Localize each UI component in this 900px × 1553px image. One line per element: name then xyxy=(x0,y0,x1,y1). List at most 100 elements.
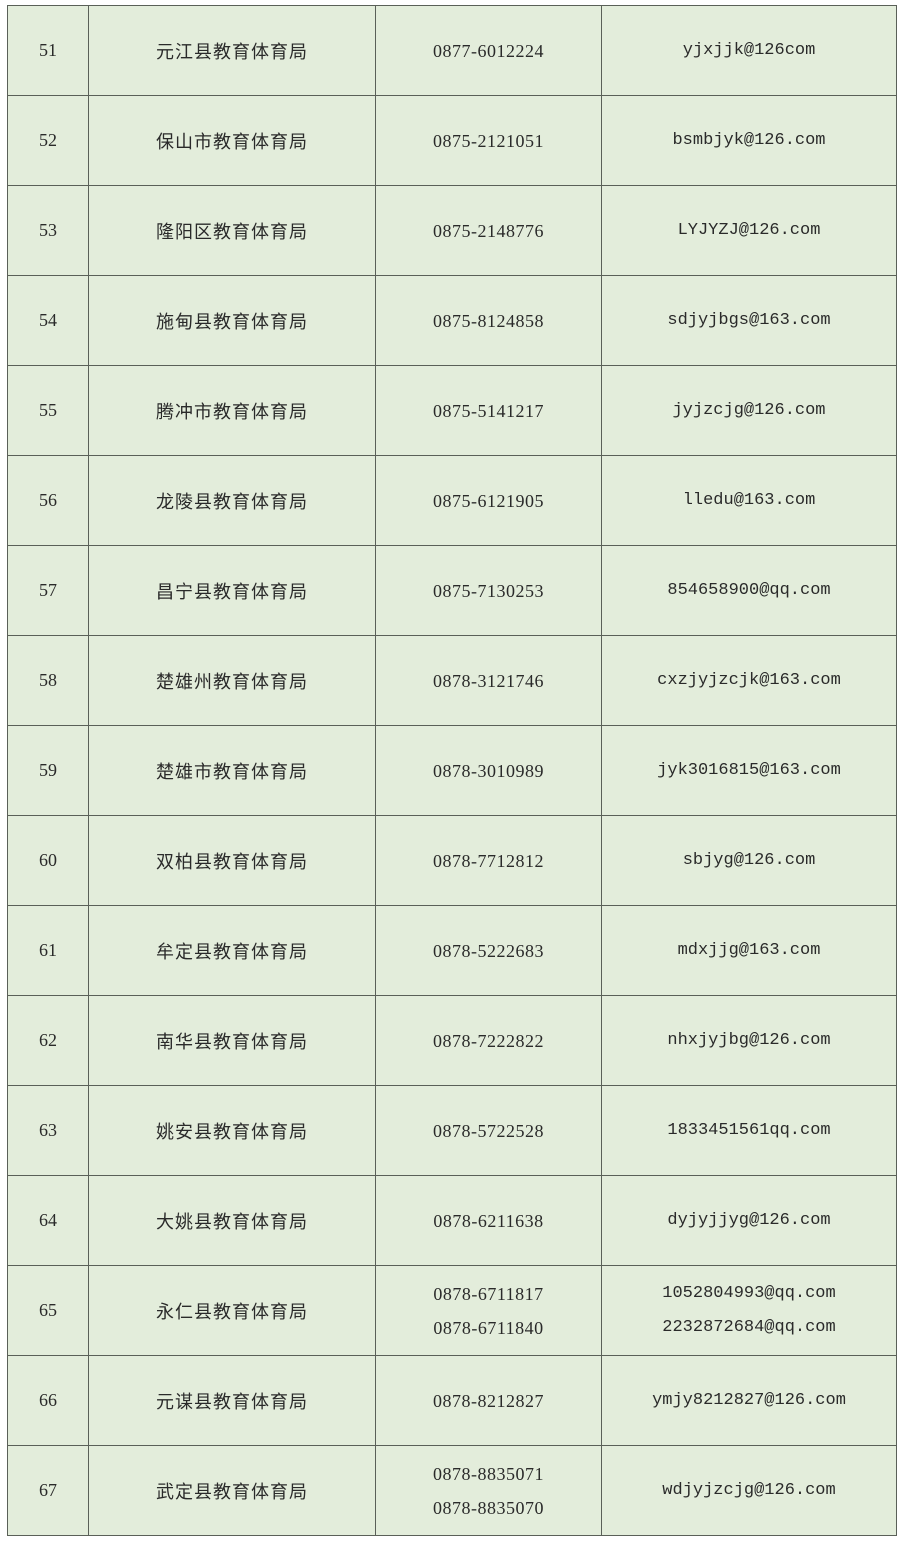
email-address: nhxjyjbg@126.com xyxy=(667,1030,831,1050)
phone-number: 0878-7712812 xyxy=(433,850,544,871)
organization-name: 姚安县教育体育局 xyxy=(88,1085,376,1176)
email-address: lledu@163.com xyxy=(682,490,816,510)
phone-cell: 0877-6012224 xyxy=(375,5,602,96)
organization-name: 楚雄州教育体育局 xyxy=(88,635,376,726)
email-cell: 1052804993@qq.com 2232872684@qq.com xyxy=(601,1265,897,1356)
email-address: cxzjyjzcjk@163.com xyxy=(657,670,841,690)
table-row: 55 腾冲市教育体育局 0875-5141217 jyjzcjg@126.com xyxy=(7,365,897,456)
email-address: wdjyjzcjg@126.com xyxy=(662,1480,836,1500)
phone-number: 0875-5141217 xyxy=(433,400,544,421)
organization-name: 牟定县教育体育局 xyxy=(88,905,376,996)
organization-name: 元谋县教育体育局 xyxy=(88,1355,376,1446)
phone-cell: 0878-3121746 xyxy=(375,635,602,726)
email-cell: lledu@163.com xyxy=(601,455,897,546)
table-row: 52 保山市教育体育局 0875-2121051 bsmbjyk@126.com xyxy=(7,95,897,186)
row-number: 56 xyxy=(7,455,89,546)
phone-number: 0878-8835070 xyxy=(433,1497,544,1518)
table-row: 61 牟定县教育体育局 0878-5222683 mdxjjg@163.com xyxy=(7,905,897,996)
table-row: 62 南华县教育体育局 0878-7222822 nhxjyjbg@126.com xyxy=(7,995,897,1086)
organization-name: 楚雄市教育体育局 xyxy=(88,725,376,816)
row-number: 59 xyxy=(7,725,89,816)
row-number: 54 xyxy=(7,275,89,366)
phone-cell: 0878-8835071 0878-8835070 xyxy=(375,1445,602,1536)
organization-name: 永仁县教育体育局 xyxy=(88,1265,376,1356)
phone-cell: 0878-7222822 xyxy=(375,995,602,1086)
row-number: 61 xyxy=(7,905,89,996)
phone-cell: 0878-3010989 xyxy=(375,725,602,816)
email-address: dyjyjjyg@126.com xyxy=(667,1210,831,1230)
email-cell: jyk3016815@163.com xyxy=(601,725,897,816)
phone-cell: 0875-8124858 xyxy=(375,275,602,366)
phone-number: 0878-6211638 xyxy=(433,1210,544,1231)
phone-cell: 0875-5141217 xyxy=(375,365,602,456)
phone-cell: 0878-7712812 xyxy=(375,815,602,906)
row-number: 57 xyxy=(7,545,89,636)
phone-number: 0875-7130253 xyxy=(433,580,544,601)
organization-name: 双柏县教育体育局 xyxy=(88,815,376,906)
email-address: 1052804993@qq.com xyxy=(662,1283,836,1303)
phone-number: 0878-7222822 xyxy=(433,1030,544,1051)
email-address: 1833451561qq.com xyxy=(667,1120,831,1140)
table-row: 53 隆阳区教育体育局 0875-2148776 LYJYZJ@126.com xyxy=(7,185,897,276)
email-address: yjxjjk@126com xyxy=(682,40,816,60)
phone-number: 0877-6012224 xyxy=(433,40,544,61)
table-row: 54 施甸县教育体育局 0875-8124858 sdjyjbgs@163.com xyxy=(7,275,897,366)
table-row: 67 武定县教育体育局 0878-8835071 0878-8835070 wdjyjz… xyxy=(7,1445,897,1536)
phone-number: 0878-8212827 xyxy=(433,1390,544,1411)
organization-name: 元江县教育体育局 xyxy=(88,5,376,96)
row-number: 63 xyxy=(7,1085,89,1176)
email-cell: jyjzcjg@126.com xyxy=(601,365,897,456)
email-cell: bsmbjyk@126.com xyxy=(601,95,897,186)
email-cell: 1833451561qq.com xyxy=(601,1085,897,1176)
email-address: LYJYZJ@126.com xyxy=(677,220,821,240)
email-address: jyk3016815@163.com xyxy=(657,760,841,780)
organization-name: 龙陵县教育体育局 xyxy=(88,455,376,546)
contact-table: 51 元江县教育体育局 0877-6012224 yjxjjk@126com 52 保山市… xyxy=(7,5,897,1536)
organization-name: 南华县教育体育局 xyxy=(88,995,376,1086)
table-row: 64 大姚县教育体育局 0878-6211638 dyjyjjyg@126.com xyxy=(7,1175,897,1266)
phone-number: 0878-6711840 xyxy=(433,1317,544,1338)
table-row: 51 元江县教育体育局 0877-6012224 yjxjjk@126com xyxy=(7,5,897,96)
organization-name: 腾冲市教育体育局 xyxy=(88,365,376,456)
email-address: ymjy8212827@126.com xyxy=(652,1390,846,1410)
table-row: 57 昌宁县教育体育局 0875-7130253 854658900@qq.com xyxy=(7,545,897,636)
table-row: 56 龙陵县教育体育局 0875-6121905 lledu@163.com xyxy=(7,455,897,546)
email-cell: wdjyjzcjg@126.com xyxy=(601,1445,897,1536)
email-address: sdjyjbgs@163.com xyxy=(667,310,831,330)
organization-name: 武定县教育体育局 xyxy=(88,1445,376,1536)
email-cell: dyjyjjyg@126.com xyxy=(601,1175,897,1266)
phone-cell: 0875-2148776 xyxy=(375,185,602,276)
email-address: bsmbjyk@126.com xyxy=(672,130,826,150)
organization-name: 施甸县教育体育局 xyxy=(88,275,376,366)
table-row: 66 元谋县教育体育局 0878-8212827 ymjy8212827@126.co… xyxy=(7,1355,897,1446)
email-cell: LYJYZJ@126.com xyxy=(601,185,897,276)
phone-number: 0875-6121905 xyxy=(433,490,544,511)
email-cell: ymjy8212827@126.com xyxy=(601,1355,897,1446)
row-number: 65 xyxy=(7,1265,89,1356)
row-number: 52 xyxy=(7,95,89,186)
email-cell: 854658900@qq.com xyxy=(601,545,897,636)
table-row: 59 楚雄市教育体育局 0878-3010989 jyk3016815@163.com xyxy=(7,725,897,816)
phone-cell: 0878-6211638 xyxy=(375,1175,602,1266)
row-number: 51 xyxy=(7,5,89,96)
phone-cell: 0878-6711817 0878-6711840 xyxy=(375,1265,602,1356)
row-number: 60 xyxy=(7,815,89,906)
table-row: 58 楚雄州教育体育局 0878-3121746 cxzjyjzcjk@163.com xyxy=(7,635,897,726)
phone-cell: 0878-5722528 xyxy=(375,1085,602,1176)
row-number: 62 xyxy=(7,995,89,1086)
phone-number: 0875-2121051 xyxy=(433,130,544,151)
row-number: 53 xyxy=(7,185,89,276)
phone-cell: 0875-7130253 xyxy=(375,545,602,636)
phone-cell: 0878-5222683 xyxy=(375,905,602,996)
row-number: 55 xyxy=(7,365,89,456)
row-number: 67 xyxy=(7,1445,89,1536)
email-address: 2232872684@qq.com xyxy=(662,1317,836,1337)
row-number: 58 xyxy=(7,635,89,726)
email-address: jyjzcjg@126.com xyxy=(672,400,826,420)
email-address: mdxjjg@163.com xyxy=(677,940,821,960)
email-address: 854658900@qq.com xyxy=(667,580,831,600)
organization-name: 保山市教育体育局 xyxy=(88,95,376,186)
email-cell: cxzjyjzcjk@163.com xyxy=(601,635,897,726)
email-address: sbjyg@126.com xyxy=(682,850,816,870)
phone-cell: 0875-2121051 xyxy=(375,95,602,186)
